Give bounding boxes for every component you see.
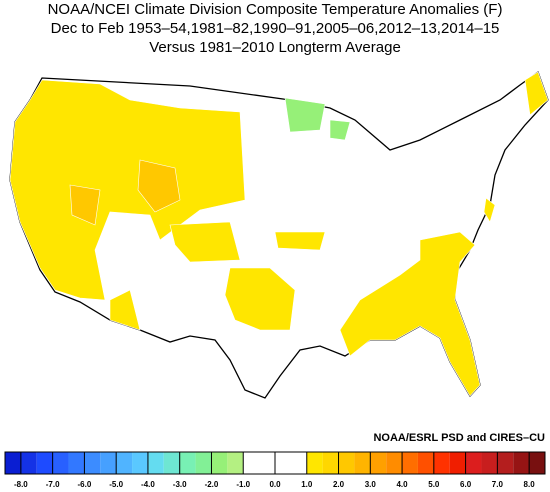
colorbar-segment [529, 452, 545, 474]
colorbar-segment [163, 452, 180, 474]
region [329, 119, 351, 141]
colorbar-segment [465, 452, 482, 474]
region [284, 97, 326, 133]
tick-label: 0.0 [269, 480, 281, 489]
subtitle: Dec to Feb 1953–54,1981–82,1990–91,2005–… [51, 20, 500, 37]
tick-label: 8.0 [524, 480, 536, 489]
colorbar-segment [211, 452, 228, 474]
colorbar-segment [370, 452, 387, 474]
tick-label: 3.0 [365, 480, 377, 489]
tick-label: -2.0 [205, 480, 219, 489]
credit: NOAA/ESRL PSD and CIRES–CU [373, 432, 545, 444]
tick-label: 7.0 [492, 480, 504, 489]
colorbar-segment [290, 452, 307, 474]
subtitle: Versus 1981–2010 Longterm Average [149, 39, 401, 56]
colorbar-segment [275, 452, 291, 474]
tick-label: -6.0 [78, 480, 92, 489]
tick-label: -5.0 [109, 480, 123, 489]
colorbar-segment [338, 452, 355, 474]
colorbar-segment [513, 452, 530, 474]
region [339, 231, 481, 397]
colorbar-segment [52, 452, 69, 474]
tick-label: 6.0 [460, 480, 472, 489]
colorbar-segment [402, 452, 418, 474]
tick-label: -8.0 [14, 480, 28, 489]
colorbar-segment [259, 452, 275, 474]
colorbar-segment [36, 452, 53, 474]
region [109, 289, 141, 331]
colorbar-segment [354, 452, 371, 474]
colorbar-segment [306, 452, 323, 474]
colorbar-segment [497, 452, 514, 474]
tick-label: 4.0 [396, 480, 408, 489]
map [9, 70, 549, 399]
colorbar-segment [433, 452, 450, 474]
region [524, 71, 549, 116]
colorbar-segment [68, 452, 85, 474]
colorbar-segment [100, 452, 117, 474]
tick-label: -1.0 [236, 480, 250, 489]
tick-label: -4.0 [141, 480, 155, 489]
colorbar-segment [20, 452, 37, 474]
colorbar-segment [449, 452, 466, 474]
tick-label: -7.0 [46, 480, 60, 489]
colorbar-segment [417, 452, 434, 474]
colorbar-segment [481, 452, 498, 474]
region [9, 79, 246, 301]
region [69, 184, 101, 226]
colorbar-segment [116, 452, 133, 474]
region [137, 159, 181, 213]
colorbar-segment [227, 452, 244, 474]
colorbar-segment [322, 452, 339, 474]
colorbar-segment [243, 452, 260, 474]
colorbar-segment [84, 452, 101, 474]
colorbar: -8.0 -7.0 -6.0 -5.0 -4.0 -3.0 -2.0 -1.0 0.0 1.0 2.… [4, 451, 546, 489]
tick-label: -3.0 [173, 480, 187, 489]
colorbar-segment [147, 452, 164, 474]
colorbar-segment [5, 452, 21, 474]
tick-label: 2.0 [333, 480, 345, 489]
region [224, 267, 296, 331]
tick-label: 5.0 [428, 480, 440, 489]
region [274, 231, 326, 251]
region [169, 221, 241, 263]
colorbar-segment [195, 452, 212, 474]
colorbar-segment [386, 452, 403, 474]
region [483, 197, 496, 223]
title: NOAA/NCEI Climate Division Composite Tem… [48, 1, 503, 18]
colorbar-segment [132, 452, 148, 474]
tick-label: 1.0 [301, 480, 313, 489]
colorbar-segment [179, 452, 196, 474]
